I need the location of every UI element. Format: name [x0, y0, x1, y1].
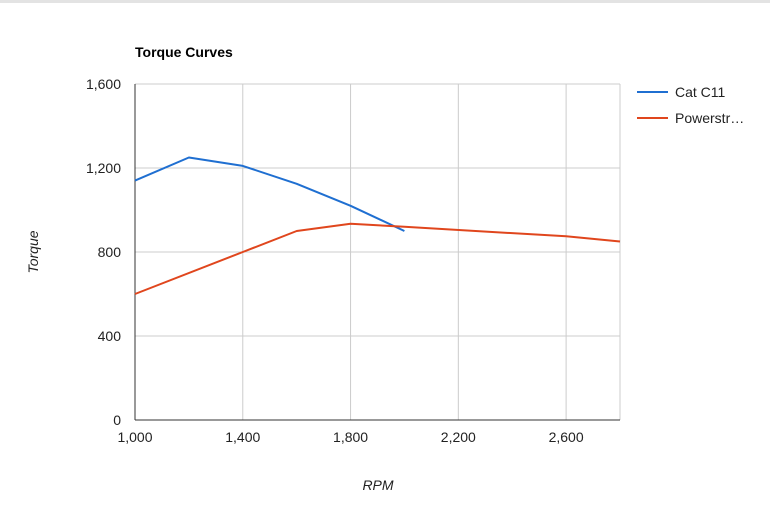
- y-tick-label: 400: [98, 328, 122, 344]
- y-tick-labels: 0 400 800 1,200 1,600: [86, 76, 121, 428]
- y-axis-title: Torque: [25, 230, 41, 273]
- legend: Cat C11 Powerstr…: [637, 84, 744, 126]
- x-tick-label: 1,400: [225, 429, 260, 445]
- y-tick-label: 0: [113, 412, 121, 428]
- y-tick-label: 1,600: [86, 76, 121, 92]
- legend-label: Powerstr…: [675, 110, 744, 126]
- x-tick-label: 1,800: [333, 429, 368, 445]
- top-border: [0, 0, 770, 3]
- legend-label: Cat C11: [675, 84, 726, 100]
- x-tick-label: 1,000: [117, 429, 152, 445]
- x-tick-label: 2,200: [441, 429, 476, 445]
- y-tick-label: 1,200: [86, 160, 121, 176]
- y-tick-label: 800: [98, 244, 122, 260]
- x-tick-label: 2,600: [549, 429, 584, 445]
- x-tick-labels: 1,000 1,400 1,800 2,200 2,600: [117, 429, 583, 445]
- series-line-0: [134, 156, 405, 232]
- axes: [134, 84, 620, 421]
- series-line-1: [134, 222, 621, 295]
- chart-title: Torque Curves: [135, 44, 233, 60]
- x-axis-title: RPM: [362, 477, 393, 493]
- series-lines: [134, 156, 621, 295]
- gridlines: [135, 83, 621, 420]
